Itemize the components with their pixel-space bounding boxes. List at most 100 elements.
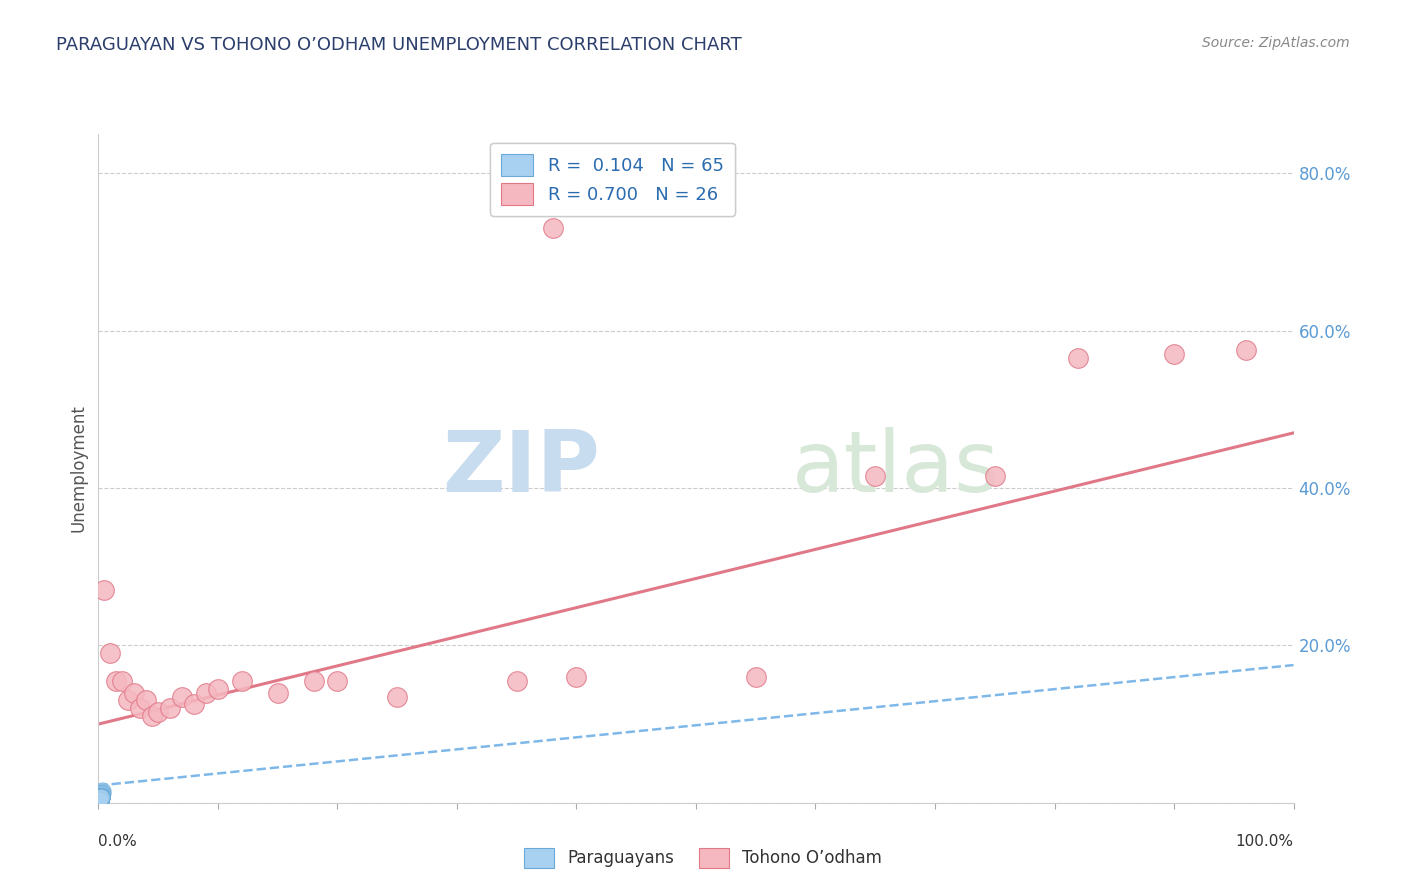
Point [89,792,111,806]
Point [89,792,111,806]
Point [89,792,111,806]
Point [89,791,111,805]
Point [90,789,112,803]
Point [90,790,112,805]
Point [302,673,325,688]
Point [129,701,152,715]
Point [90,789,112,804]
Point [1067,351,1090,365]
Point [983,469,1005,483]
Point [90,790,112,805]
Text: Source: ZipAtlas.com: Source: ZipAtlas.com [1202,36,1350,50]
Point [89,791,111,805]
Point [90,789,112,803]
Point [89,792,111,806]
Point [89,792,111,806]
Point [89,792,111,806]
Point [89,792,111,806]
Point [89,790,111,805]
Point [90,790,112,805]
Point [183,698,205,712]
Point [90,789,112,804]
Text: atlas: atlas [792,426,1000,510]
Point [89,792,111,806]
Point [93,583,115,598]
Point [89,792,111,806]
Point [90,789,112,804]
Point [91,784,114,798]
Point [89,792,111,806]
Legend: R =  0.104   N = 65, R = 0.700   N = 26: R = 0.104 N = 65, R = 0.700 N = 26 [491,143,734,216]
Point [98,646,122,660]
Point [124,685,146,699]
Point [385,690,409,704]
Point [1234,343,1257,358]
Legend: Paraguayans, Tohono O’odham: Paraguayans, Tohono O’odham [517,841,889,875]
Point [91,786,114,800]
Point [863,469,886,483]
Point [90,787,112,801]
Point [1163,347,1185,361]
Point [89,792,111,806]
Point [89,792,111,806]
Point [194,685,217,699]
Point [90,790,112,805]
Point [90,790,112,805]
Point [90,789,112,804]
Point [89,792,111,806]
Point [89,792,111,806]
Point [89,791,111,805]
Point [89,792,111,806]
Point [117,693,139,707]
Text: 0.0%: 0.0% [98,834,138,849]
Point [89,789,111,804]
Point [89,791,111,805]
Point [565,670,588,684]
Point [89,792,111,806]
Point [745,670,768,684]
Point [89,792,111,806]
Point [89,792,111,806]
Point [89,792,111,806]
Point [159,701,181,715]
Point [90,789,112,804]
Text: PARAGUAYAN VS TOHONO O’ODHAM UNEMPLOYMENT CORRELATION CHART: PARAGUAYAN VS TOHONO O’ODHAM UNEMPLOYMEN… [56,36,742,54]
Point [90,790,112,805]
Point [105,673,128,688]
Point [89,791,111,805]
Point [89,792,111,806]
Point [89,792,111,806]
Text: 100.0%: 100.0% [1236,834,1294,849]
Point [89,792,111,806]
Point [326,673,349,688]
Point [90,790,112,805]
Point [231,673,253,688]
Point [111,673,134,688]
Point [89,791,111,805]
Point [141,709,163,723]
Point [90,789,112,804]
Point [267,685,290,699]
Point [89,791,111,805]
Point [89,789,111,804]
Point [172,690,194,704]
Point [89,792,111,806]
Point [207,681,229,696]
Point [148,706,170,720]
Point [89,792,111,806]
Text: ZIP: ZIP [443,426,600,510]
Point [89,792,111,806]
Y-axis label: Unemployment: Unemployment [69,404,87,533]
Point [89,791,111,805]
Point [89,792,111,806]
Point [90,788,112,802]
Point [89,792,111,806]
Point [89,791,111,805]
Point [90,789,112,803]
Point [541,221,564,235]
Point [90,788,112,802]
Point [135,693,157,707]
Point [89,791,111,805]
Point [89,791,111,805]
Point [89,791,111,805]
